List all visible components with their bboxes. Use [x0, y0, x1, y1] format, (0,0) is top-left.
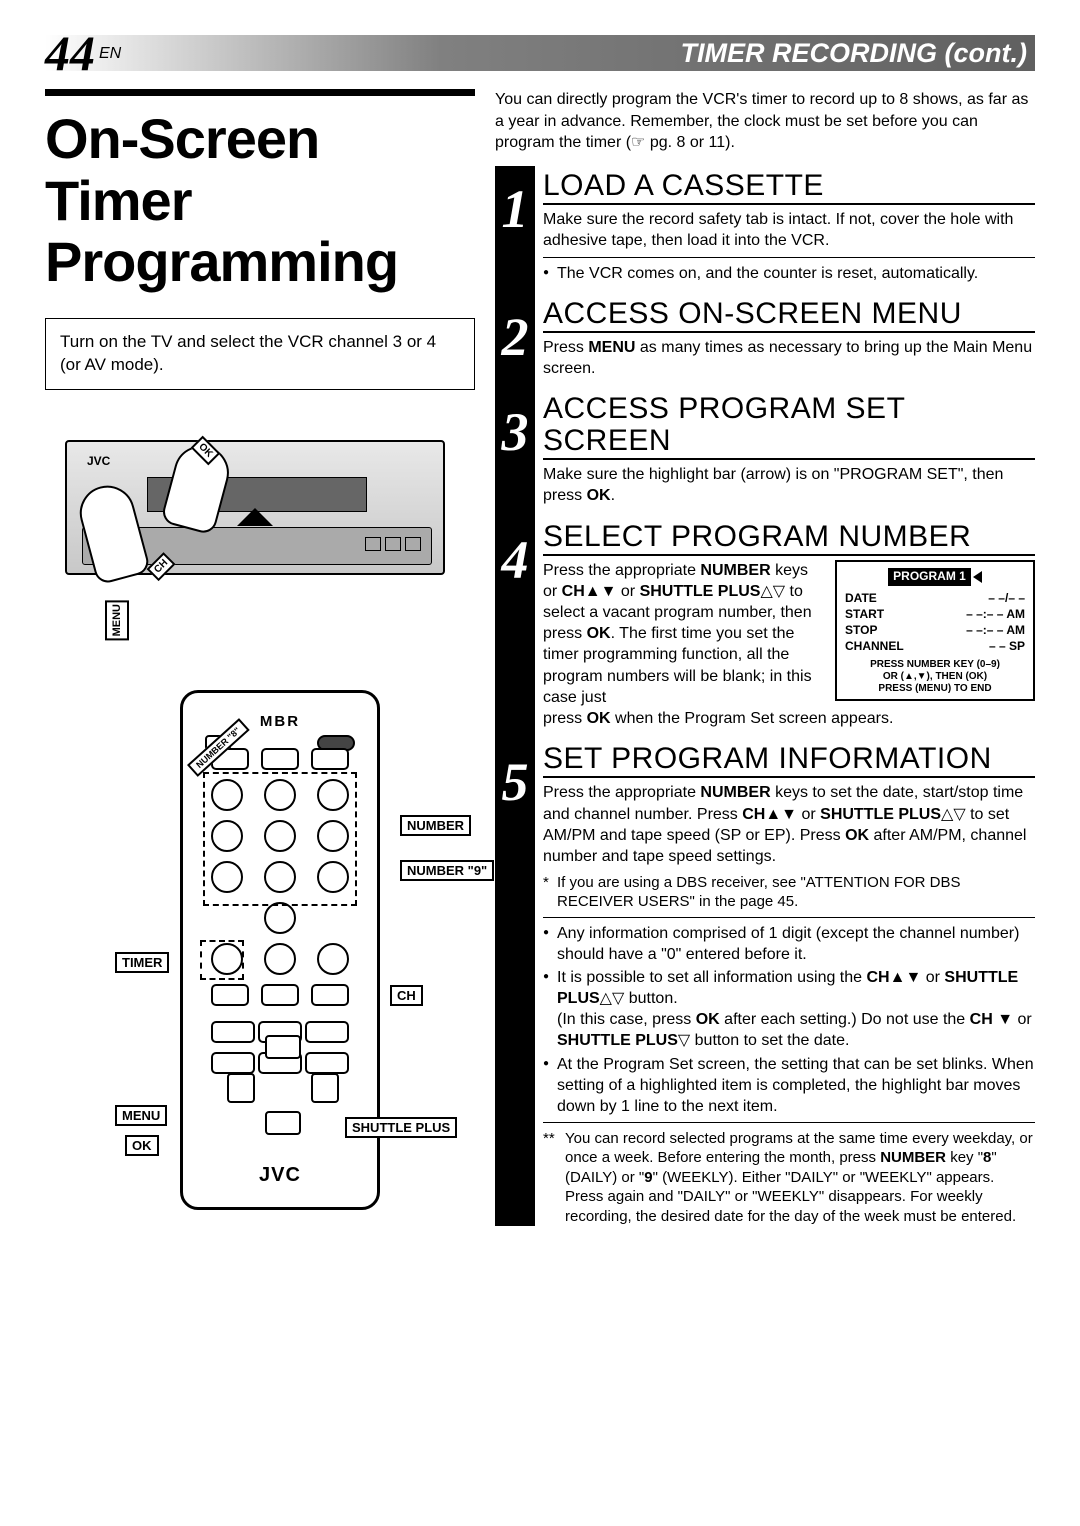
bullet: At the Program Set screen, the setting t… — [543, 1054, 1035, 1117]
step-body: Make sure the record safety tab is intac… — [543, 209, 1035, 251]
remote-brand-top: MBR — [183, 713, 377, 730]
shuttle-callout: SHUTTLE PLUS — [345, 1117, 457, 1138]
double-star-footnote: **You can record selected programs at th… — [543, 1129, 1035, 1227]
timer-callout: TIMER — [115, 952, 169, 973]
step-title: ACCESS PROGRAM SET SCREEN — [543, 393, 1035, 460]
step-body: Make sure the highlight bar (arrow) is o… — [543, 464, 1035, 506]
program-row: CHANNEL– – SP — [845, 638, 1025, 654]
step-1: 1 LOAD A CASSETTE Make sure the record s… — [495, 166, 1035, 284]
num-0 — [264, 902, 296, 934]
timer-highlight — [200, 940, 244, 980]
tv-note-box: Turn on the TV and select the VCR channe… — [45, 318, 475, 390]
page-number-suffix: EN — [99, 45, 121, 62]
step-number: 1 — [492, 182, 538, 236]
step-bullets: The VCR comes on, and the counter is res… — [543, 263, 1035, 284]
number-callout: NUMBER — [400, 815, 471, 836]
step-number: 3 — [492, 405, 538, 459]
ch-callout: CH — [390, 985, 423, 1006]
step-number: 5 — [492, 755, 538, 809]
btn-rect — [261, 984, 299, 1006]
page-number-value: 44 — [45, 25, 95, 81]
btn-rect — [211, 984, 249, 1006]
btn-rect — [311, 984, 349, 1006]
remote-brand: JVC — [183, 1164, 377, 1187]
step-number: 4 — [492, 533, 538, 587]
dpad-down — [265, 1111, 301, 1135]
page-number: 44EN — [45, 28, 121, 78]
vcr-illustration: JVC OK CH MENU — [45, 430, 475, 660]
step-title: SELECT PROGRAM NUMBER — [543, 521, 1035, 557]
program-row: DATE– –/– – — [845, 590, 1025, 606]
vcr-rew-btn — [385, 537, 401, 551]
program-screen-box: PROGRAM 1 DATE– –/– –START– –:– – AMSTOP… — [835, 560, 1035, 701]
bullet: Any information comprised of 1 digit (ex… — [543, 923, 1035, 965]
step-4: 4 SELECT PROGRAM NUMBER PROGRAM 1 DATE– … — [495, 517, 1035, 729]
step-body: Press MENU as many times as necessary to… — [543, 337, 1035, 379]
bullet: The VCR comes on, and the counter is res… — [543, 263, 1035, 284]
dpad-right — [311, 1073, 339, 1103]
remote-illustration: MBR — [45, 690, 475, 1220]
program-row: STOP– –:– – AM — [845, 622, 1025, 638]
star-note: *If you are using a DBS receiver, see "A… — [543, 873, 1035, 912]
step-number: 2 — [492, 310, 538, 364]
steps-section: 1 LOAD A CASSETTE Make sure the record s… — [495, 166, 1035, 1227]
program-row: START– –:– – AM — [845, 606, 1025, 622]
intro-text: You can directly program the VCR's timer… — [495, 89, 1035, 154]
step-title: LOAD A CASSETTE — [543, 170, 1035, 206]
ok-callout: OK — [125, 1135, 159, 1156]
step-body: Press the appropriate NUMBER keys to set… — [543, 782, 1035, 866]
program-header: PROGRAM 1 — [888, 568, 971, 586]
btn-rect — [261, 748, 299, 770]
step-bullets: Any information comprised of 1 digit (ex… — [543, 923, 1035, 1117]
vcr-play-btn — [405, 537, 421, 551]
dpad-left — [227, 1073, 255, 1103]
step-3: 3 ACCESS PROGRAM SET SCREEN Make sure th… — [495, 389, 1035, 506]
bullet: It is possible to set all information us… — [543, 967, 1035, 1051]
fn-button — [264, 943, 296, 975]
vcr-stop-btn — [365, 537, 381, 551]
number9-callout: NUMBER "9" — [400, 860, 494, 881]
dpad-up — [265, 1035, 301, 1059]
eject-arrow-icon — [237, 508, 273, 526]
section-title: TIMER RECORDING (cont.) — [681, 38, 1027, 69]
step-2: 2 ACCESS ON-SCREEN MENU Press MENU as ma… — [495, 294, 1035, 380]
step-body: PROGRAM 1 DATE– –/– –START– –:– – AMSTOP… — [543, 560, 1035, 729]
fn-button — [317, 943, 349, 975]
step-5: 5 SET PROGRAM INFORMATION Press the appr… — [495, 739, 1035, 1226]
program-footer: PRESS NUMBER KEY (0–9) OR (▲,▼), THEN (O… — [845, 659, 1025, 695]
cursor-icon — [973, 571, 982, 583]
step-title: ACCESS ON-SCREEN MENU — [543, 298, 1035, 334]
page-header: 44EN TIMER RECORDING (cont.) — [45, 35, 1035, 71]
step-title: SET PROGRAM INFORMATION — [543, 743, 1035, 779]
menu-callout: MENU — [105, 600, 129, 640]
main-title: On-Screen Timer Programming — [45, 89, 475, 293]
vcr-brand: JVC — [87, 454, 110, 468]
numpad-highlight — [203, 772, 357, 906]
btn-rect — [311, 748, 349, 770]
menu-callout: MENU — [115, 1105, 167, 1126]
dpad — [233, 1035, 333, 1135]
